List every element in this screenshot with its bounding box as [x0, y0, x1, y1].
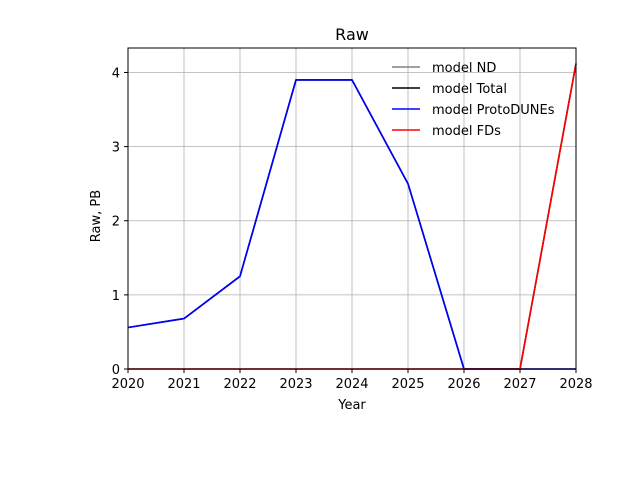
legend-label: model ND: [432, 61, 496, 76]
legend-label: model Total: [432, 82, 507, 97]
y-tick-label: 3: [112, 141, 120, 156]
x-tick-label: 2021: [167, 377, 200, 392]
x-tick-label: 2022: [223, 377, 256, 392]
y-tick-label: 4: [112, 66, 120, 81]
y-tick-label: 2: [112, 215, 120, 230]
y-tick-label: 1: [112, 289, 120, 304]
x-tick-label: 2020: [111, 377, 144, 392]
x-axis-label: Year: [337, 398, 366, 413]
x-tick-label: 2023: [279, 377, 312, 392]
legend: model ND model Total model ProtoDUNEs model…: [392, 61, 555, 139]
axis-ticks: 2020 2021 2022 2023 2024 2025 2026 2027 2028 0 1 2 3…: [111, 66, 592, 392]
chart-title: Raw: [335, 25, 369, 44]
x-tick-label: 2027: [503, 377, 536, 392]
x-tick-label: 2028: [559, 377, 592, 392]
legend-label: model FDs: [432, 124, 501, 139]
x-tick-label: 2024: [335, 377, 368, 392]
y-tick-label: 0: [112, 363, 120, 378]
y-axis-label: Raw, PB: [89, 190, 104, 242]
x-tick-label: 2026: [447, 377, 480, 392]
x-tick-label: 2025: [391, 377, 424, 392]
legend-label: model ProtoDUNEs: [432, 103, 555, 118]
